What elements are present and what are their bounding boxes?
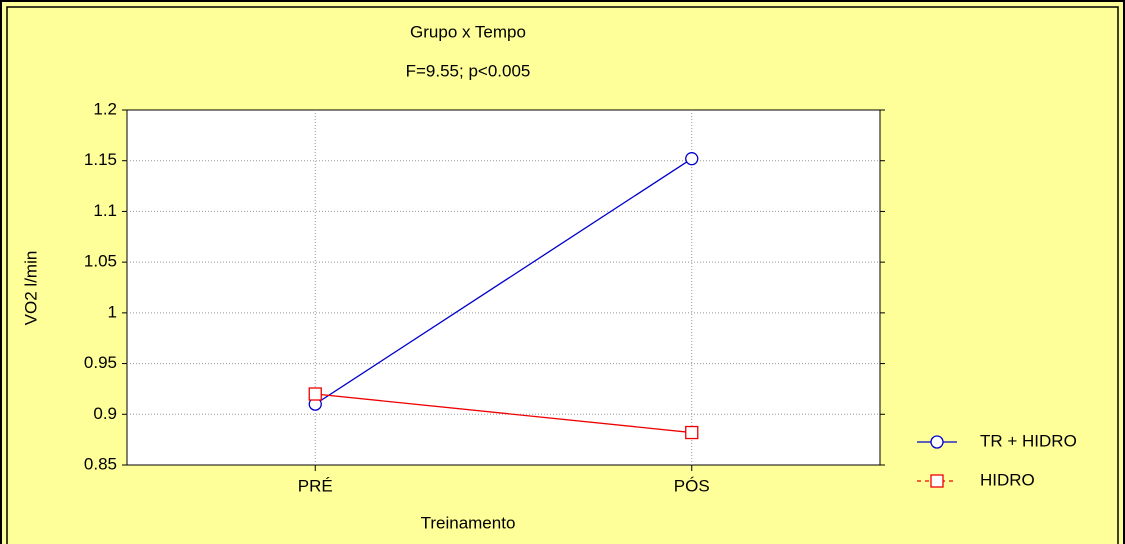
point — [685, 152, 699, 166]
legend-label: HIDRO — [980, 470, 1035, 489]
plot-area — [126, 109, 881, 466]
y-tick-label: 0.9 — [93, 404, 117, 423]
y-tick-label: 1.2 — [93, 99, 117, 118]
series-line — [315, 393, 692, 434]
inner-border — [6, 6, 1119, 544]
x-tick-label: PRÉ — [298, 476, 333, 495]
series-line — [314, 158, 693, 405]
point — [685, 425, 699, 440]
chart-subtitle: F=9.55; p<0.005 — [406, 61, 531, 80]
legend-label: TR + HIDRO — [980, 431, 1077, 450]
chart-title: Grupo x Tempo — [410, 22, 526, 41]
y-tick-label: 1.1 — [93, 201, 117, 220]
y-tick-label: 0.95 — [84, 353, 117, 372]
x-tick-label: PÓS — [674, 476, 710, 495]
y-tick-label: 1.15 — [84, 150, 117, 169]
point — [308, 387, 322, 401]
y-tick-label: 0.85 — [84, 454, 117, 473]
y-tick-label: 1 — [108, 302, 117, 321]
y-axis-label: VO2 l/min — [21, 251, 40, 326]
legend-marker — [930, 435, 944, 449]
x-axis-label: Treinamento — [421, 513, 516, 532]
legend-marker — [930, 474, 944, 488]
y-tick-label: 1.05 — [84, 252, 117, 271]
